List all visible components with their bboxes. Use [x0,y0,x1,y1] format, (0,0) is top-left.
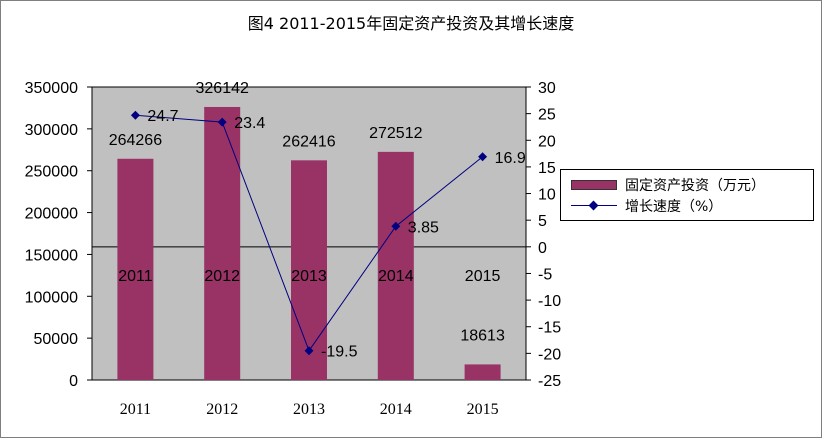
legend-label-growth: 增长速度（%） [625,199,723,215]
growth-data-label: -19.5 [321,344,358,361]
left-axis-tick-label: 300000 [25,122,78,139]
right-axis-tick-label: 20 [538,133,556,150]
category-label: 2014 [378,268,414,285]
right-axis-tick-label: 25 [538,107,556,124]
growth-point [130,110,140,120]
left-axis-tick-label: 250000 [25,164,78,181]
growth-data-label: 24.7 [147,108,178,125]
category-label: 2015 [465,268,501,285]
right-axis-tick-label: 0 [538,240,547,257]
growth-data-label: 3.85 [408,219,439,236]
x-axis-tick-label: 2015 [467,401,499,418]
left-axis-tick-label: 100000 [25,289,78,306]
left-axis-tick-label: 50000 [34,331,79,348]
growth-data-label: 16.9 [495,150,526,167]
right-axis-tick-label: -25 [538,373,561,390]
bar [291,160,327,380]
category-label: 2012 [204,268,240,285]
x-axis-tick-label: 2014 [380,401,412,418]
left-axis-tick-label: 0 [69,373,78,390]
growth-point [478,152,488,162]
bar-data-label: 18613 [460,327,505,344]
x-axis-tick-label: 2011 [120,401,151,418]
legend-label-investment: 固定资产投资（万元） [625,178,765,194]
legend-bar-swatch [571,180,617,190]
right-axis-tick-label: 30 [538,80,556,97]
bar [464,364,501,380]
x-axis-tick-label: 2013 [293,401,325,418]
bar-data-label: 262416 [282,133,335,150]
category-label: 2013 [291,268,327,285]
bar-data-label: 326142 [196,80,249,97]
right-axis-tick-label: -20 [538,346,561,363]
chart-title: 图4 2011-2015年固定资产投资及其增长速度 [247,14,575,33]
bar [117,158,154,380]
right-axis-tick-label: -5 [538,266,552,283]
right-axis-tick-label: 10 [538,187,556,204]
right-axis-tick-label: 5 [538,213,547,230]
right-axis-tick-label: 15 [538,160,556,177]
growth-data-label: 23.4 [234,115,265,132]
growth-point [304,346,314,356]
category-label: 2011 [118,268,153,285]
growth-point [217,117,227,127]
x-axis-tick-label: 2012 [206,401,238,418]
bar-data-label: 272512 [369,125,422,142]
left-axis-tick-label: 350000 [25,80,78,97]
bar [204,106,241,380]
growth-point [391,221,401,231]
bar-data-label: 264266 [109,132,162,149]
left-axis-tick-label: 200000 [25,206,78,223]
right-axis-tick-label: -10 [538,293,561,310]
bar [377,151,414,380]
legend-item-growth: 增长速度（%） [571,196,722,216]
left-axis-tick-label: 150000 [25,247,78,264]
right-axis-tick-label: -15 [538,320,561,337]
legend-line-swatch [571,201,617,211]
legend-item-investment: 固定资产投资（万元） [571,175,765,195]
legend: 固定资产投资（万元） 增长速度（%） [560,169,814,221]
